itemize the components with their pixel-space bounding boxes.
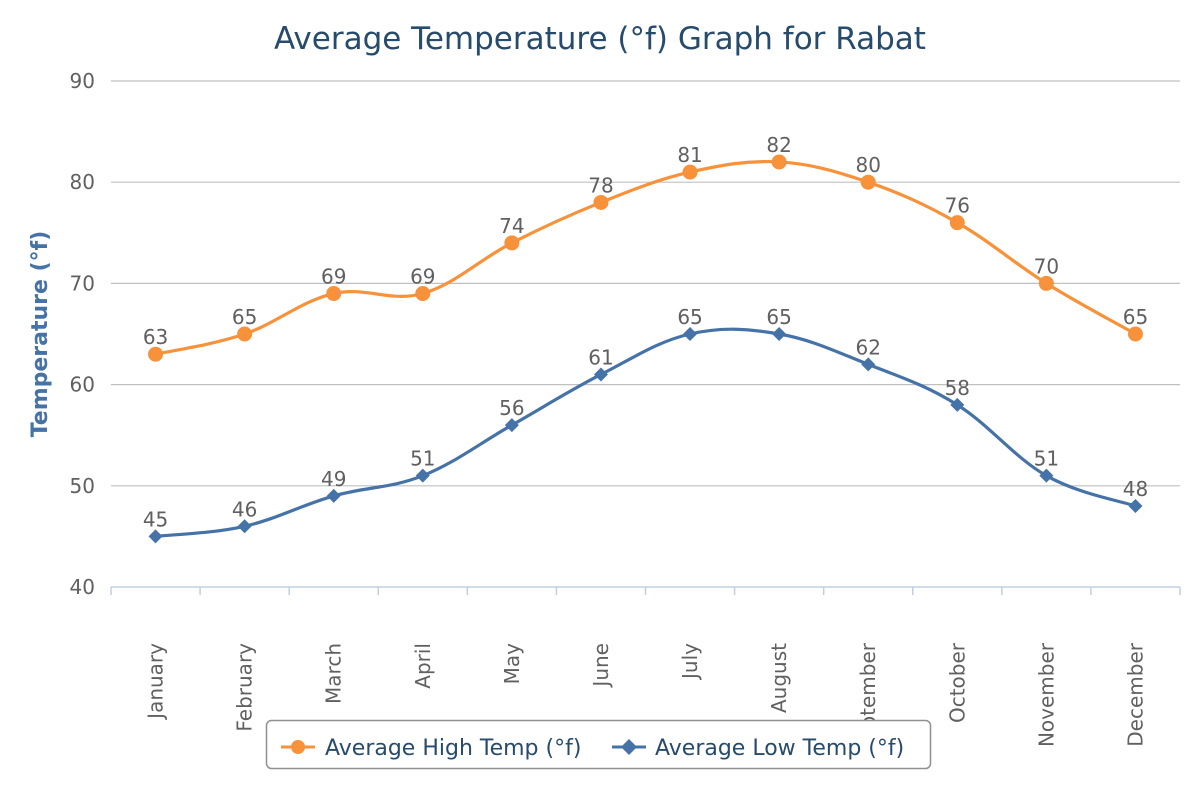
data-label: 65 (766, 305, 791, 329)
y-axis-ticks: 40 50 60 70 80 90 (70, 69, 95, 599)
y-tick-label: 90 (70, 69, 95, 93)
data-point-high[interactable] (771, 154, 787, 170)
data-label: 70 (1034, 254, 1059, 278)
data-label: 81 (677, 143, 702, 167)
data-point-low[interactable] (1039, 468, 1054, 483)
x-tick-label: March (322, 643, 346, 704)
y-tick-label: 70 (70, 271, 95, 295)
y-tick-label: 50 (70, 474, 95, 498)
legend-box (265, 719, 932, 770)
data-point-low[interactable] (237, 519, 252, 534)
data-point-low[interactable] (148, 529, 163, 544)
data-label: 49 (321, 467, 346, 491)
legend-low-diamond-icon (621, 739, 637, 755)
data-point-low[interactable] (326, 488, 341, 503)
data-label: 76 (945, 194, 970, 218)
data-label: 48 (1123, 477, 1148, 501)
x-tick-label: July (678, 643, 702, 681)
data-label: 51 (1034, 447, 1059, 471)
x-tick-label: June (589, 643, 613, 689)
legend-high-label: Average High Temp (°f) (325, 736, 581, 761)
legend-item-high[interactable]: Average High Temp (°f) (281, 736, 581, 761)
data-label: 80 (855, 153, 880, 177)
x-tick-label: February (233, 643, 257, 732)
x-tick-label: April (411, 643, 435, 689)
data-point-low[interactable] (772, 327, 787, 341)
y-tick-label: 40 (70, 575, 95, 599)
legend-item-low[interactable]: Average Low Temp (°f) (612, 736, 904, 761)
data-point-low[interactable] (1128, 499, 1143, 514)
data-label: 56 (499, 396, 524, 420)
data-point-high[interactable] (415, 286, 431, 302)
data-label: 69 (321, 265, 346, 289)
x-tick-label: December (1123, 642, 1147, 746)
data-point-high[interactable] (504, 235, 520, 251)
data-point-high[interactable] (326, 286, 342, 302)
x-tick-label: May (500, 643, 524, 685)
data-label: 78 (588, 173, 613, 197)
data-label: 45 (143, 507, 168, 531)
data-label: 51 (410, 447, 435, 471)
data-label: 58 (945, 376, 970, 400)
data-label: 61 (588, 345, 613, 369)
x-tick-label: January (144, 643, 168, 721)
grid-lines (111, 80, 1180, 487)
data-point-low[interactable] (415, 468, 430, 483)
x-tick-label: August (767, 643, 791, 713)
data-label: 46 (232, 497, 257, 521)
data-label: 63 (143, 325, 168, 349)
data-labels: 63 65 69 69 74 78 81 82 80 76 70 65 45 46 49 51 56 61 65 65… (143, 133, 1148, 531)
data-point-high[interactable] (237, 326, 253, 342)
chart-title: Average Temperature (°f) Graph for Rabat (274, 21, 926, 57)
data-point-high[interactable] (860, 174, 876, 190)
data-point-high[interactable] (148, 346, 164, 362)
data-label: 69 (410, 265, 435, 289)
legend[interactable]: Average High Temp (°f) Average Low Temp … (265, 719, 932, 770)
y-axis-label: Temperature (°f) (28, 231, 53, 438)
x-tick-label: November (1034, 642, 1058, 747)
data-label: 65 (232, 305, 257, 329)
data-label: 74 (499, 214, 524, 238)
legend-low-label: Average Low Temp (°f) (655, 736, 904, 761)
y-tick-label: 60 (70, 373, 95, 397)
data-label: 82 (766, 133, 791, 157)
series-line-0 (153, 160, 1138, 356)
data-point-high[interactable] (1127, 326, 1143, 342)
data-point-low[interactable] (861, 357, 876, 372)
data-point-high[interactable] (682, 164, 698, 180)
data-label: 65 (677, 305, 702, 329)
series-layer (148, 154, 1143, 544)
legend-high-circle-icon (291, 740, 305, 754)
data-point-high[interactable] (1038, 275, 1054, 291)
data-point-low[interactable] (950, 397, 965, 412)
data-label: 62 (855, 335, 880, 359)
series-line-1 (153, 327, 1138, 538)
data-point-high[interactable] (593, 194, 609, 210)
data-point-low[interactable] (504, 418, 519, 433)
y-tick-label: 80 (70, 170, 95, 194)
data-label: 65 (1123, 305, 1148, 329)
x-tick-label: October (945, 642, 969, 723)
data-point-high[interactable] (949, 215, 965, 231)
data-point-low[interactable] (683, 327, 698, 341)
data-point-low[interactable] (593, 367, 608, 382)
